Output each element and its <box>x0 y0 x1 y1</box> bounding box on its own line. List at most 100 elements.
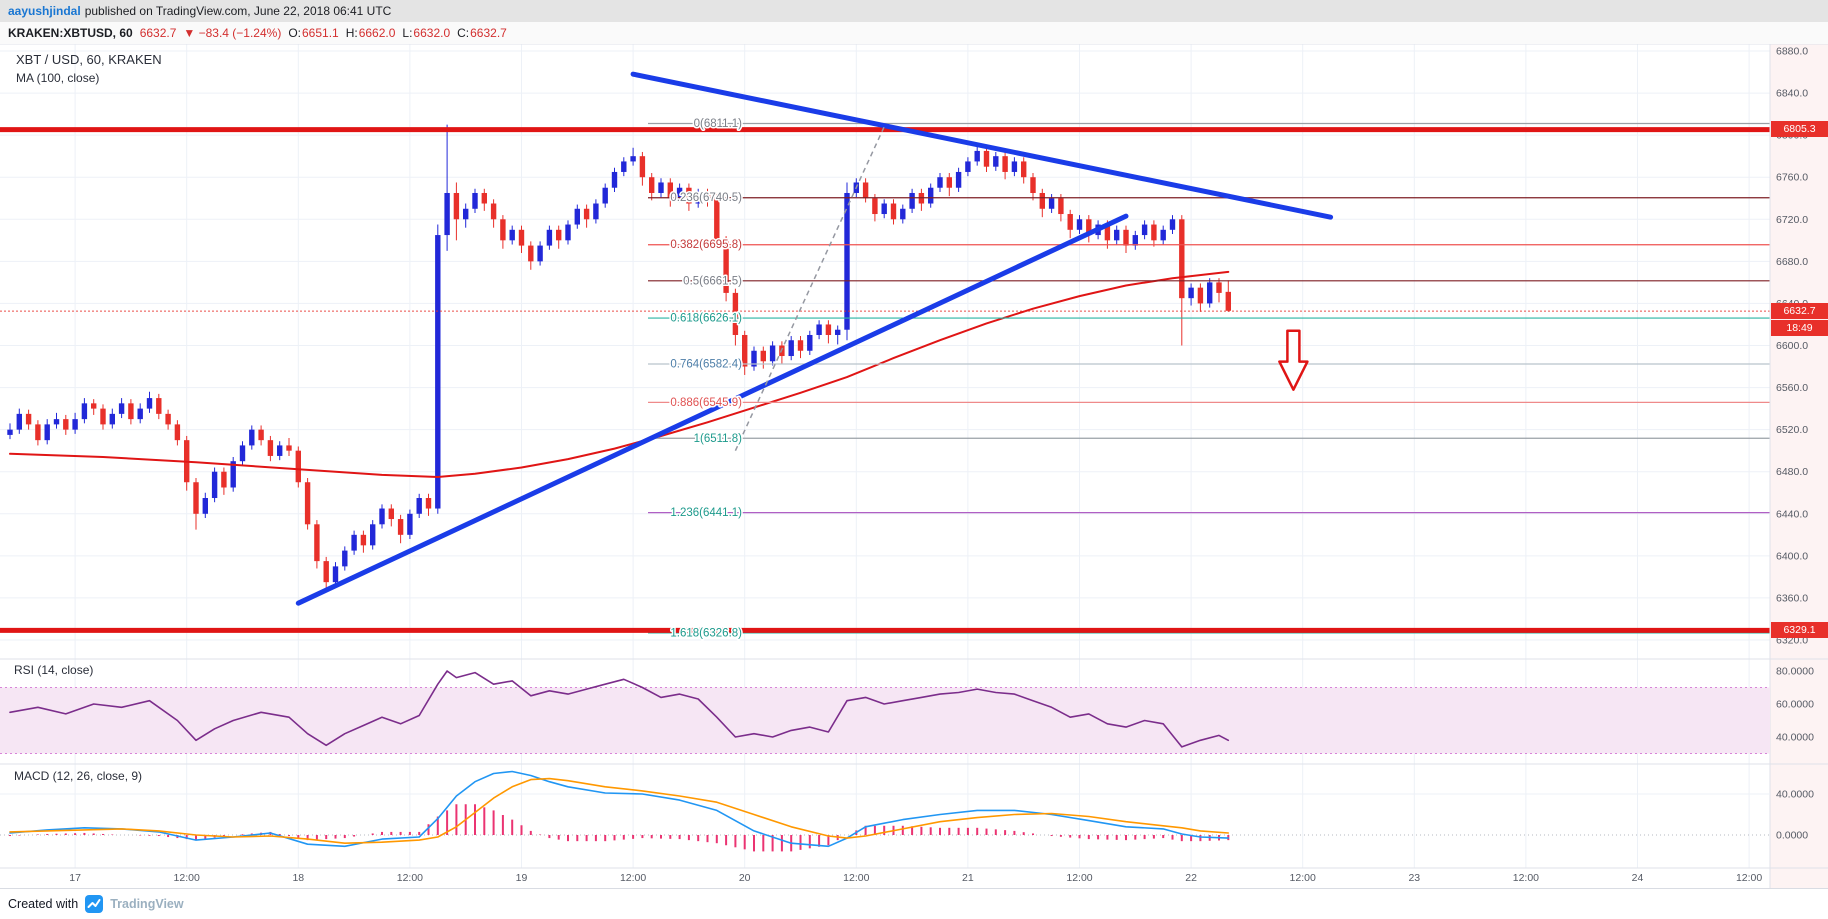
tradingview-logo-icon[interactable] <box>85 895 104 913</box>
macd-histogram-bar <box>604 835 607 842</box>
candle-body <box>1086 219 1092 236</box>
fib-level-label: 0.236(6740.5) <box>670 192 742 204</box>
tradingview-link[interactable]: TradingView <box>110 897 184 911</box>
macd-axis-label: 0.0000 <box>1776 830 1808 842</box>
candle-body <box>946 177 952 188</box>
macd-signal-line <box>9 777 1230 845</box>
candle <box>184 435 190 491</box>
candle <box>388 504 394 527</box>
low-value: L:6632.0 <box>402 26 450 40</box>
candle-body <box>1002 156 1008 172</box>
time-axis-label: 12:00 <box>1066 872 1092 884</box>
candle-body <box>230 461 236 488</box>
fib-level-label: 1(6511.8) <box>694 433 743 445</box>
macd-panel-legend: MACD (12, 26, close, 9) <box>14 769 143 783</box>
candle <box>137 403 143 424</box>
macd-histogram-bar <box>762 835 765 852</box>
candle-body <box>658 182 664 193</box>
candle-body <box>425 498 432 509</box>
macd-histogram-bar <box>185 835 188 840</box>
candle <box>546 225 553 250</box>
candle <box>658 178 664 198</box>
candle-body <box>1067 214 1073 230</box>
candle <box>816 320 822 340</box>
countdown-badge: 18:49 <box>1771 320 1828 336</box>
candle-body <box>993 156 999 167</box>
candle <box>25 409 32 430</box>
macd-histogram-bar <box>36 834 39 835</box>
candle-body <box>769 345 776 362</box>
candle <box>509 225 515 245</box>
candle <box>463 203 469 228</box>
macd-histogram-bar <box>734 835 737 848</box>
macd-histogram-bar <box>715 835 718 844</box>
macd-histogram-bar <box>204 835 207 839</box>
candle-body <box>100 408 106 425</box>
high-number: 6662.0 <box>358 26 396 40</box>
macd-histogram-bar <box>102 833 104 835</box>
candle <box>239 441 246 466</box>
macd-histogram-bar <box>799 835 802 850</box>
macd-histogram-bar <box>1134 835 1137 840</box>
macd-histogram-bar <box>297 835 300 839</box>
macd-histogram-bar <box>83 832 86 835</box>
candle-body <box>583 208 590 220</box>
macd-histogram-bar <box>539 834 542 835</box>
candle-body <box>109 413 115 425</box>
candle-body <box>304 482 311 525</box>
candle-body <box>453 192 460 220</box>
candle-body <box>407 513 413 535</box>
time-axis-label: 12:00 <box>1513 872 1539 884</box>
macd-histogram-bar <box>818 835 821 847</box>
candle-body <box>593 203 599 220</box>
candle-body <box>81 403 88 420</box>
candle-body <box>983 150 990 167</box>
candle <box>537 241 543 266</box>
macd-histogram-bar <box>1125 835 1127 841</box>
time-axis-label: 12:00 <box>1290 872 1316 884</box>
macd-histogram-bar <box>306 835 309 841</box>
candle-body <box>1207 282 1213 304</box>
macd-histogram-bar <box>436 816 439 835</box>
candle <box>397 514 404 544</box>
candle-body <box>118 403 125 414</box>
candle <box>1197 283 1204 312</box>
symbol-name: KRAKEN:XBTUSD, 60 <box>8 26 133 40</box>
close-number: 6632.7 <box>470 26 507 40</box>
down-arrow[interactable] <box>1278 329 1309 391</box>
price-scale-background[interactable] <box>1770 44 1828 888</box>
candle <box>909 188 915 213</box>
candle <box>53 412 60 429</box>
candle-body <box>211 471 218 499</box>
macd-histogram-bar <box>725 835 728 846</box>
macd-histogram-bar <box>9 835 11 837</box>
trendline[interactable] <box>295 213 1129 606</box>
candle-body <box>844 192 850 330</box>
low-number: 6632.0 <box>413 26 451 40</box>
price-axis-label: 6360.0 <box>1776 592 1808 604</box>
dashed-trendline[interactable] <box>734 126 885 451</box>
candle-body <box>463 208 469 220</box>
macd-histogram-bar <box>901 825 904 835</box>
macd-histogram-bar <box>966 827 969 835</box>
price-axis-label: 6560.0 <box>1776 382 1808 394</box>
macd-histogram-bar <box>660 835 662 839</box>
price-badge-resistance: 6805.3 <box>1771 121 1828 137</box>
macd-histogram-bar <box>446 810 449 835</box>
candle-body <box>816 324 822 335</box>
author-link[interactable]: aayushjindal <box>8 4 81 18</box>
candle <box>556 225 562 249</box>
macd-histogram-bar <box>548 835 551 839</box>
macd-histogram-bar <box>1050 835 1053 837</box>
macd-histogram-bar <box>706 835 709 843</box>
macd-histogram-bar <box>697 835 700 842</box>
time-axis-label: 12:00 <box>1736 872 1762 884</box>
macd-histogram-bar <box>1004 830 1007 835</box>
candle-body <box>1197 287 1204 304</box>
candle-body <box>444 192 450 236</box>
created-with-text: Created with <box>8 897 79 911</box>
fib-level-label: 0.618(6626.1) <box>670 313 742 325</box>
trendline[interactable] <box>630 71 1334 220</box>
macd-histogram <box>9 804 1230 852</box>
